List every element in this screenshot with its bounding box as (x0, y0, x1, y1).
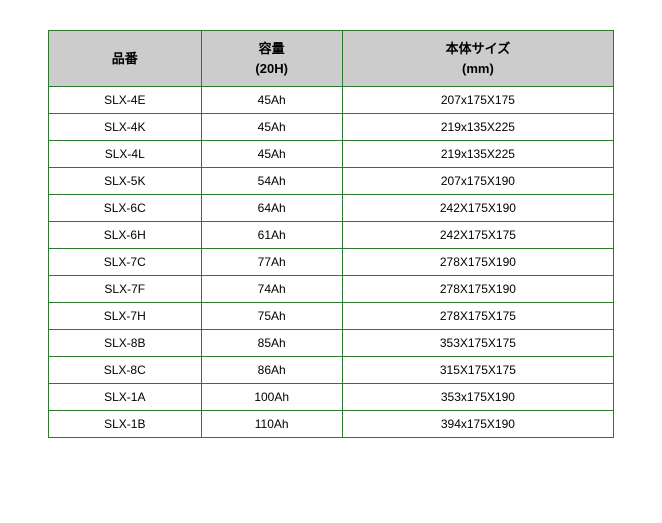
header-capacity-line2: (20H) (206, 59, 338, 79)
cell-capacity: 85Ah (201, 330, 342, 357)
header-id: 品番 (49, 31, 202, 87)
cell-capacity: 54Ah (201, 168, 342, 195)
table-row: SLX-4K45Ah219x135X225 (49, 114, 614, 141)
cell-size: 207x175X175 (342, 87, 613, 114)
cell-id: SLX-8C (49, 357, 202, 384)
cell-capacity: 77Ah (201, 249, 342, 276)
table-row: SLX-8C86Ah315X175X175 (49, 357, 614, 384)
cell-size: 219x135X225 (342, 114, 613, 141)
cell-id: SLX-7H (49, 303, 202, 330)
table-row: SLX-4E45Ah207x175X175 (49, 87, 614, 114)
table-row: SLX-7F74Ah278X175X190 (49, 276, 614, 303)
cell-id: SLX-6C (49, 195, 202, 222)
header-capacity-line1: 容量 (206, 39, 338, 59)
table-row: SLX-6C64Ah242X175X190 (49, 195, 614, 222)
table-row: SLX-4L45Ah219x135X225 (49, 141, 614, 168)
cell-id: SLX-1B (49, 411, 202, 438)
table-row: SLX-5K54Ah207x175X190 (49, 168, 614, 195)
table-header: 品番 容量 (20H) 本体サイズ (mm) (49, 31, 614, 87)
cell-capacity: 75Ah (201, 303, 342, 330)
table-row: SLX-6H61Ah242X175X175 (49, 222, 614, 249)
cell-id: SLX-7C (49, 249, 202, 276)
header-size-line1: 本体サイズ (347, 39, 609, 59)
table-row: SLX-8B85Ah353X175X175 (49, 330, 614, 357)
cell-size: 278X175X175 (342, 303, 613, 330)
cell-id: SLX-8B (49, 330, 202, 357)
spec-table: 品番 容量 (20H) 本体サイズ (mm) SLX-4E45Ah207x175… (48, 30, 614, 438)
header-capacity: 容量 (20H) (201, 31, 342, 87)
cell-capacity: 100Ah (201, 384, 342, 411)
table-row: SLX-7H75Ah278X175X175 (49, 303, 614, 330)
header-id-line1: 品番 (53, 49, 197, 69)
cell-size: 278X175X190 (342, 249, 613, 276)
cell-size: 353X175X175 (342, 330, 613, 357)
cell-capacity: 64Ah (201, 195, 342, 222)
table-body: SLX-4E45Ah207x175X175SLX-4K45Ah219x135X2… (49, 87, 614, 438)
table-row: SLX-7C77Ah278X175X190 (49, 249, 614, 276)
cell-size: 353x175X190 (342, 384, 613, 411)
cell-capacity: 45Ah (201, 114, 342, 141)
cell-capacity: 45Ah (201, 87, 342, 114)
cell-size: 242X175X190 (342, 195, 613, 222)
table-row: SLX-1B110Ah394x175X190 (49, 411, 614, 438)
cell-size: 278X175X190 (342, 276, 613, 303)
cell-id: SLX-6H (49, 222, 202, 249)
cell-capacity: 110Ah (201, 411, 342, 438)
cell-capacity: 74Ah (201, 276, 342, 303)
cell-size: 219x135X225 (342, 141, 613, 168)
header-size: 本体サイズ (mm) (342, 31, 613, 87)
cell-size: 207x175X190 (342, 168, 613, 195)
cell-size: 394x175X190 (342, 411, 613, 438)
cell-id: SLX-4L (49, 141, 202, 168)
cell-id: SLX-7F (49, 276, 202, 303)
cell-capacity: 45Ah (201, 141, 342, 168)
cell-id: SLX-5K (49, 168, 202, 195)
cell-id: SLX-1A (49, 384, 202, 411)
cell-size: 315X175X175 (342, 357, 613, 384)
cell-capacity: 61Ah (201, 222, 342, 249)
cell-size: 242X175X175 (342, 222, 613, 249)
header-size-line2: (mm) (347, 59, 609, 79)
cell-id: SLX-4K (49, 114, 202, 141)
cell-capacity: 86Ah (201, 357, 342, 384)
cell-id: SLX-4E (49, 87, 202, 114)
table-row: SLX-1A100Ah353x175X190 (49, 384, 614, 411)
